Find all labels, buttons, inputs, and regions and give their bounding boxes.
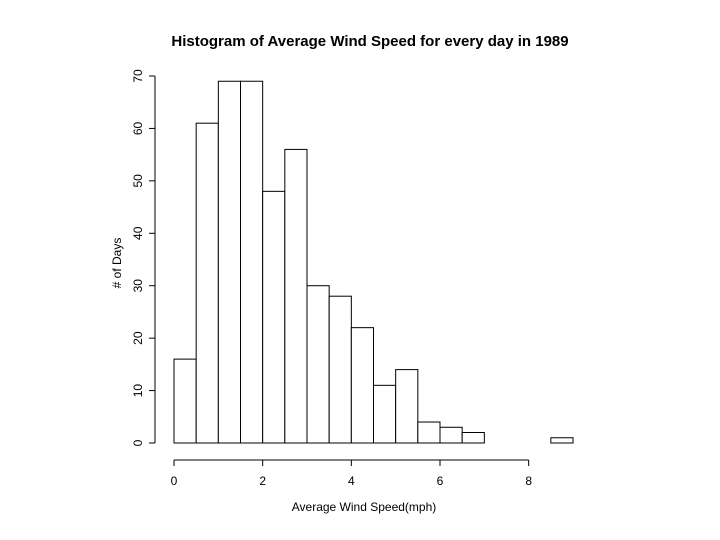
y-tick-label: 40 [131, 226, 145, 240]
y-tick-label: 10 [131, 384, 145, 398]
histogram-bar [328, 295, 352, 444]
y-tick-label: 70 [131, 69, 145, 83]
y-tick-label: 0 [131, 439, 145, 446]
y-axis-label: # of Days [110, 237, 124, 289]
y-tick-label: 20 [131, 331, 145, 345]
histogram-bar [350, 327, 375, 444]
x-tick-label: 4 [348, 474, 355, 488]
histogram-bar [306, 285, 330, 444]
histogram-bars [173, 80, 574, 444]
x-tick-label: 6 [437, 474, 444, 488]
y-axis: 0 10 20 30 40 50 60 70 [131, 69, 156, 446]
x-tick-label: 2 [259, 474, 266, 488]
x-tick-label: 8 [525, 474, 532, 488]
y-tick-label: 60 [131, 121, 145, 135]
histogram-bar [262, 190, 286, 444]
x-axis-label: Average Wind Speed(mph) [291, 500, 437, 514]
histogram-bar [195, 122, 219, 444]
histogram-bar [373, 384, 397, 444]
x-tick-label: 0 [171, 474, 178, 488]
y-tick-label: 30 [131, 279, 145, 293]
histogram-bar [173, 358, 197, 444]
histogram-bar [550, 437, 574, 444]
y-tick-label: 50 [131, 174, 145, 188]
histogram-bar [284, 148, 308, 444]
histogram-bar [217, 80, 241, 444]
x-axis: 0 2 4 6 8 [171, 459, 532, 488]
histogram-bar [461, 432, 485, 444]
histogram-bar [395, 369, 419, 444]
chart-title: Histogram of Average Wind Speed for ever… [171, 33, 569, 50]
histogram-bar [240, 80, 264, 444]
histogram-bar [417, 421, 441, 444]
histogram-bar [439, 426, 463, 444]
